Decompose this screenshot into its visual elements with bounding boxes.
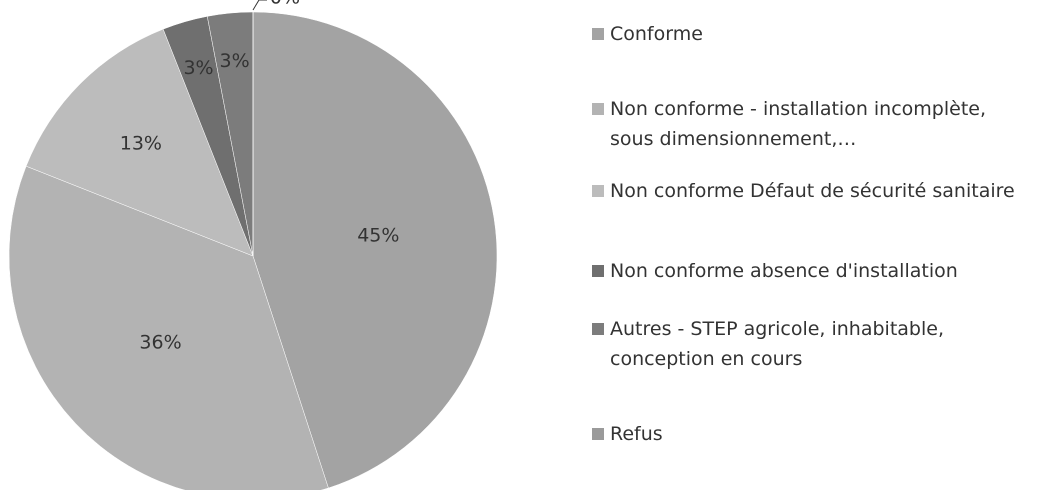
legend-label: Non conforme Défaut de sécurité sanitair…: [610, 180, 1015, 202]
pie-slice: [25, 28, 254, 257]
data-label: 36%: [139, 331, 181, 353]
pie-slice: [8, 165, 329, 490]
legend-label: Non conforme absence d'installation: [610, 260, 958, 282]
legend-swatch: [592, 185, 604, 197]
legend-item: Non conforme Défaut de sécurité sanitair…: [592, 176, 1032, 206]
legend-item: Non conforme absence d'installation: [592, 256, 1032, 286]
legend-label: Refus: [610, 423, 663, 445]
legend-label: Conforme: [610, 23, 703, 45]
pie-chart: 45% 36% 13% 3% 3% 0%: [8, 0, 498, 490]
legend-swatch: [592, 265, 604, 277]
legend-item: Conforme: [592, 19, 1032, 49]
legend-item: Non conforme - installation incomplète, …: [592, 94, 1032, 154]
legend-label: Non conforme - installation incomplète, …: [610, 98, 987, 150]
leader-line: [252, 0, 267, 11]
legend-swatch: [592, 28, 604, 40]
legend-item: Autres - STEP agricole, inhabitable, con…: [592, 314, 1032, 374]
legend-swatch: [592, 323, 604, 335]
legend-label: Autres - STEP agricole, inhabitable, con…: [610, 318, 944, 370]
legend-swatch: [592, 103, 604, 115]
data-label: 0%: [270, 0, 300, 9]
data-label: 3%: [220, 50, 250, 72]
legend-swatch: [592, 428, 604, 440]
data-label: 45%: [357, 225, 399, 247]
data-label: 3%: [183, 57, 213, 79]
data-label: 13%: [120, 132, 162, 154]
legend-item: Refus: [592, 419, 1032, 449]
pie-slice: [252, 11, 498, 489]
